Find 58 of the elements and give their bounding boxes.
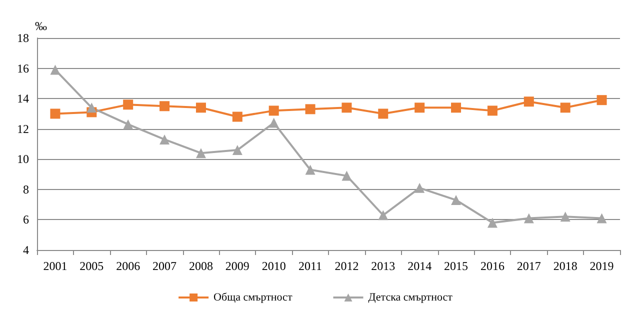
point <box>50 64 60 75</box>
point <box>487 218 498 228</box>
point <box>451 102 462 113</box>
point <box>378 210 388 220</box>
x-tick-label: 2006 <box>116 259 140 273</box>
point <box>378 108 388 119</box>
point <box>268 118 279 128</box>
y-tick-label: 4 <box>23 243 29 257</box>
x-tick-label: 2010 <box>262 259 286 273</box>
point <box>596 213 607 224</box>
point <box>123 119 134 130</box>
point <box>414 102 425 113</box>
x-tick-label: 2013 <box>371 259 396 273</box>
x-tick-label: 2001 <box>43 259 68 273</box>
legend-label: Детска смъртност <box>368 292 453 304</box>
point <box>268 106 279 116</box>
x-tick-label: 2019 <box>590 259 614 273</box>
point <box>232 145 242 156</box>
y-tick-label: 8 <box>23 182 29 196</box>
x-tick-label: 2018 <box>553 259 578 273</box>
legend-label: Обща смъртност <box>214 292 292 304</box>
point <box>160 134 170 144</box>
point <box>305 104 316 114</box>
point <box>560 212 570 222</box>
point <box>596 95 607 106</box>
point <box>232 112 242 122</box>
x-tick-label: 2016 <box>480 259 504 273</box>
y-axis-title: ‰ <box>35 19 47 33</box>
y-tick-label: 10 <box>17 152 29 166</box>
point <box>524 213 534 224</box>
point <box>50 108 60 119</box>
x-tick-label: 2014 <box>408 259 432 273</box>
y-tick-label: 14 <box>17 92 29 106</box>
x-tick-label: 2007 <box>152 259 177 273</box>
point <box>123 100 134 110</box>
point <box>524 96 534 107</box>
x-tick-label: 2008 <box>188 259 213 273</box>
y-tick-label: 12 <box>17 122 29 136</box>
point <box>487 106 498 116</box>
y-tick-label: 18 <box>17 31 29 45</box>
x-tick-label: 2012 <box>334 259 359 273</box>
point <box>560 102 570 113</box>
x-tick-label: 2009 <box>225 259 250 273</box>
point <box>451 195 462 206</box>
point <box>86 102 97 113</box>
y-tick-label: 6 <box>23 212 29 227</box>
x-tick-label: 2015 <box>444 259 468 273</box>
point <box>160 101 170 112</box>
point <box>342 102 352 113</box>
y-tick-label: 16 <box>17 61 29 76</box>
point <box>196 148 206 158</box>
point <box>196 102 206 113</box>
point <box>414 182 425 193</box>
point <box>305 164 316 175</box>
x-tick-label: 2017 <box>516 259 541 273</box>
point <box>342 170 352 181</box>
x-tick-label: 2005 <box>80 259 104 273</box>
x-tick-label: 2011 <box>298 259 322 273</box>
